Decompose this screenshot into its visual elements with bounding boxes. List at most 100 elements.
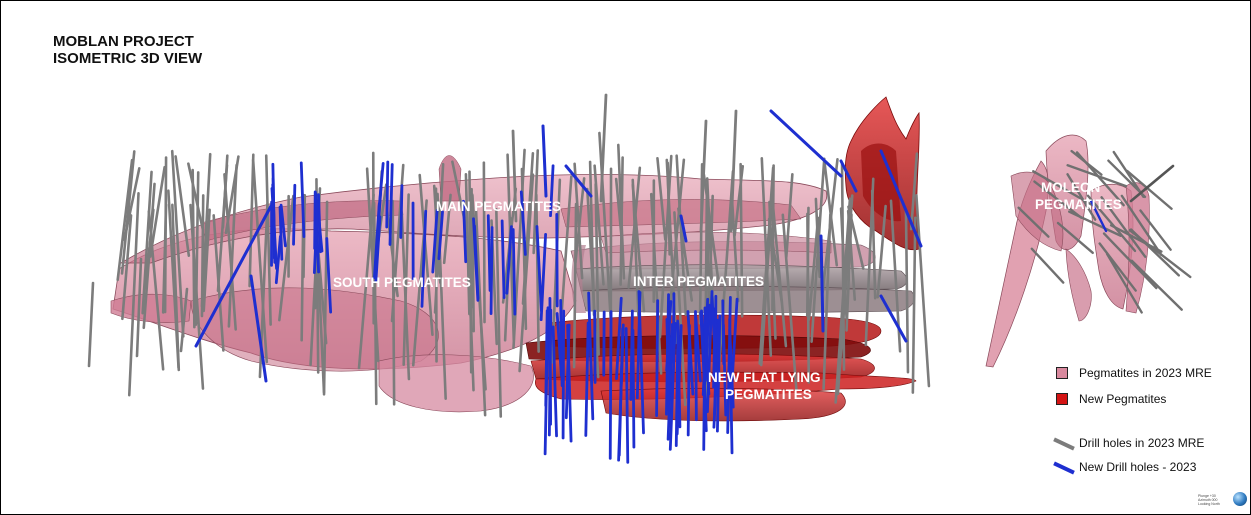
legend-label: Pegmatites in 2023 MRE	[1079, 366, 1212, 380]
legend-label: New Drill holes - 2023	[1079, 460, 1197, 474]
grey-drill-hole	[1030, 247, 1065, 284]
blue-drill-hole	[655, 299, 660, 418]
new-pegmatites-ne-body	[844, 96, 920, 251]
grey-drill-hole	[806, 212, 811, 384]
blue-drill-hole	[694, 310, 698, 422]
grey-drill-hole	[170, 149, 185, 338]
blue-drill-hole	[667, 317, 672, 397]
blue-drill-hole	[624, 327, 630, 464]
grey-drill-hole	[1126, 169, 1173, 210]
blue-drill-hole	[608, 310, 613, 460]
grey-drill-hole	[187, 162, 205, 231]
grey-drill-hole	[436, 192, 447, 401]
blue-drill-hole	[548, 296, 552, 423]
label-south-pegmatites: SOUTH PEGMATITES	[333, 275, 471, 290]
grey-drill-hole	[227, 163, 238, 328]
blue-drill-hole	[587, 291, 595, 421]
blue-drill-hole	[615, 296, 623, 381]
blue-drill-hole	[279, 203, 287, 248]
grey-drill-hole	[400, 211, 411, 381]
new-drill-holes-2023	[194, 109, 1108, 464]
grey-drill-hole	[202, 208, 211, 313]
grey-drill-hole	[847, 205, 865, 270]
grey-drill-hole	[771, 164, 775, 312]
grey-drill-hole	[573, 162, 584, 280]
legend-label: Drill holes in 2023 MRE	[1079, 436, 1205, 450]
grey-drill-hole	[1098, 242, 1137, 292]
grey-drill-hole	[167, 189, 180, 370]
grey-drill-hole	[1066, 164, 1128, 188]
grey-drill-hole	[161, 203, 168, 314]
pink-swatch-icon	[1056, 367, 1068, 379]
blue-drill-hole	[544, 309, 549, 407]
blue-drill-hole	[500, 219, 506, 299]
blue-drill-hole	[431, 209, 439, 274]
blue-drill-hole	[730, 297, 739, 380]
blue-drill-hole	[541, 124, 548, 198]
figure-title: MOBLAN PROJECT ISOMETRIC 3D VIEW	[53, 33, 202, 67]
blue-drill-hole	[249, 274, 268, 383]
blue-drill-hole	[299, 161, 306, 239]
label-inter-pegmatites: INTER PEGMATITES	[633, 274, 764, 289]
globe-icon	[1233, 492, 1247, 506]
grey-drill-hole	[668, 158, 686, 316]
grey-drill-hole	[784, 172, 794, 259]
grey-drill-hole	[771, 197, 788, 348]
grey-drill-hole	[839, 207, 848, 321]
blue-drill-hole	[564, 323, 571, 420]
blue-drill-hole	[728, 328, 735, 409]
grey-drill-hole	[717, 170, 735, 368]
grey-drill-hole	[904, 208, 910, 374]
grey-drill-hole	[846, 209, 857, 301]
grey-drill-hole	[1102, 232, 1158, 290]
blue-drill-hole	[617, 327, 625, 457]
grey-drill-hole	[1139, 209, 1172, 251]
grey-drill-hole	[1120, 194, 1163, 257]
grey-drill-hole	[619, 156, 624, 286]
grey-drill-hole	[876, 204, 887, 299]
grey-drill-hole	[248, 153, 255, 288]
grey-drill-hole	[1017, 206, 1050, 238]
grey-drill-hole	[264, 154, 272, 326]
grey-drill-hole	[781, 213, 798, 392]
grey-drill-hole	[870, 189, 877, 300]
blue-drill-hole	[535, 225, 543, 313]
grey-drill-hole	[585, 187, 600, 379]
blue-drill-hole	[561, 309, 566, 440]
grey-drill-hole	[120, 150, 136, 275]
grey-drill-hole	[574, 177, 586, 264]
view-orientation-note: Plunge +30 Azimuth 000 Looking North	[1198, 494, 1232, 506]
blue-drill-hole	[551, 325, 558, 438]
grey-drill-hole	[821, 157, 839, 294]
blue-drill-hole	[437, 210, 444, 261]
grey-drill-hole	[357, 193, 375, 370]
grey-drill-hole	[1129, 164, 1175, 203]
grey-drill-hole	[599, 93, 608, 203]
grey-drill-hole	[127, 192, 140, 397]
grey-drill-hole	[1056, 221, 1094, 255]
blue-drill-hole	[629, 309, 634, 401]
grey-drill-hole	[822, 157, 839, 267]
grey-drill-hole	[594, 183, 600, 356]
grey-drill-hole	[442, 193, 452, 265]
blue-drill-hole	[819, 234, 825, 333]
grey-drill-hole	[699, 119, 708, 233]
grey-drill-hole	[251, 158, 269, 364]
grey-drill-hole	[1066, 173, 1097, 221]
grey-drill-hole	[909, 152, 919, 231]
blue-drill-hole	[325, 237, 333, 314]
blue-drill-hole	[194, 204, 273, 348]
grey-drill-hole	[141, 170, 153, 315]
grey-drill-hole	[87, 281, 95, 368]
grey-drill-hole	[532, 149, 540, 255]
blue-drill-hole	[631, 329, 636, 449]
label-flat-lying-line-2: PEGMATITES	[725, 387, 812, 402]
looking-text: Looking North	[1198, 502, 1220, 506]
blue-drill-hole	[473, 224, 480, 300]
label-moleon-line-1: MOLEON	[1041, 180, 1100, 195]
blue-drill-hole	[511, 228, 517, 316]
title-line-2: ISOMETRIC 3D VIEW	[53, 50, 203, 67]
grey-drill-hole	[560, 175, 573, 311]
blue-drill-hole	[312, 199, 319, 275]
